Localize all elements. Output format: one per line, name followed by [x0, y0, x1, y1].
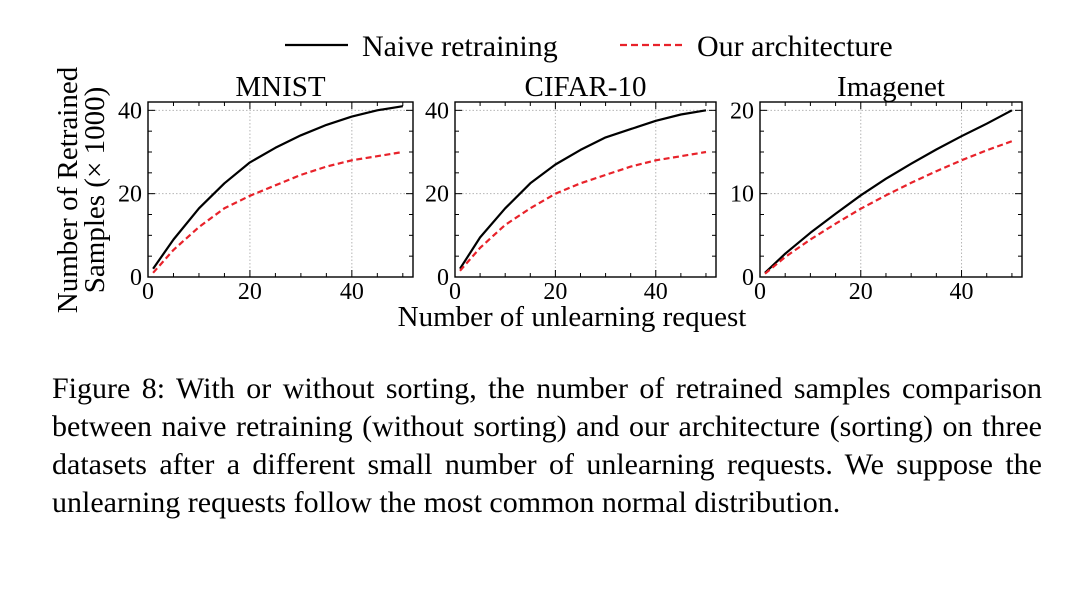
ytick-label: 10 — [730, 182, 754, 208]
panel-3: 0 20 40 0 10 20 Imagenet — [730, 71, 1023, 305]
ylabel-line2: Samples (× 1000) — [79, 87, 111, 293]
panel-2: 0 20 40 0 20 40 CIFAR-10 — [425, 71, 717, 305]
xtick-label: 20 — [849, 279, 873, 305]
panel-1: 0 20 40 0 20 40 MNIST — [118, 71, 414, 305]
ytick-label: 20 — [730, 98, 754, 124]
ytick-label: 20 — [425, 182, 449, 208]
series-line-ours — [459, 150, 707, 272]
plot-frame — [147, 101, 414, 278]
legend-label-naive: Naive retraining — [362, 30, 558, 63]
xtick-label: 0 — [142, 279, 154, 305]
panel-title: MNIST — [235, 71, 326, 103]
series-line-ours — [152, 150, 403, 274]
chart-legend: Naive retraining Our architecture — [285, 30, 893, 63]
chart-panels: 0 20 40 0 20 40 MNIST 0 20 40 0 20 40 CIFAR-10 0 20 40 0 1… — [118, 71, 1023, 305]
caption-text: With or without sorting, the number of r… — [52, 372, 1042, 519]
xtick-label: 0 — [449, 279, 461, 305]
plot-frame — [759, 101, 1023, 278]
legend-label-ours: Our architecture — [697, 30, 893, 63]
series-line-naive — [764, 109, 1013, 274]
xtick-label: 0 — [754, 279, 766, 305]
xtick-label: 20 — [543, 279, 567, 305]
ylabel-line1: Number of Retrained — [52, 66, 84, 313]
ytick-label: 40 — [425, 98, 449, 124]
figure-chart: Naive retraining Our architecture Number… — [52, 30, 1023, 333]
series-line-naive — [459, 109, 707, 270]
series-line-naive — [152, 105, 403, 270]
caption-label: Figure 8: — [52, 372, 177, 405]
ytick-label: 0 — [437, 265, 449, 291]
xtick-label: 40 — [644, 279, 668, 305]
xtick-label: 20 — [238, 279, 262, 305]
series-line-ours — [764, 140, 1013, 275]
ytick-label: 20 — [118, 182, 142, 208]
ytick-label: 40 — [118, 98, 142, 124]
panel-title: CIFAR-10 — [525, 71, 647, 103]
figure-caption: Figure 8: With or without sorting, the n… — [52, 370, 1042, 522]
xtick-label: 40 — [340, 279, 364, 305]
plot-frame — [454, 101, 717, 278]
xtick-label: 40 — [950, 279, 974, 305]
panel-title: Imagenet — [837, 71, 945, 103]
ytick-label: 0 — [130, 265, 142, 291]
ytick-label: 0 — [742, 265, 754, 291]
shared-xlabel: Number of unlearning request — [398, 301, 747, 333]
